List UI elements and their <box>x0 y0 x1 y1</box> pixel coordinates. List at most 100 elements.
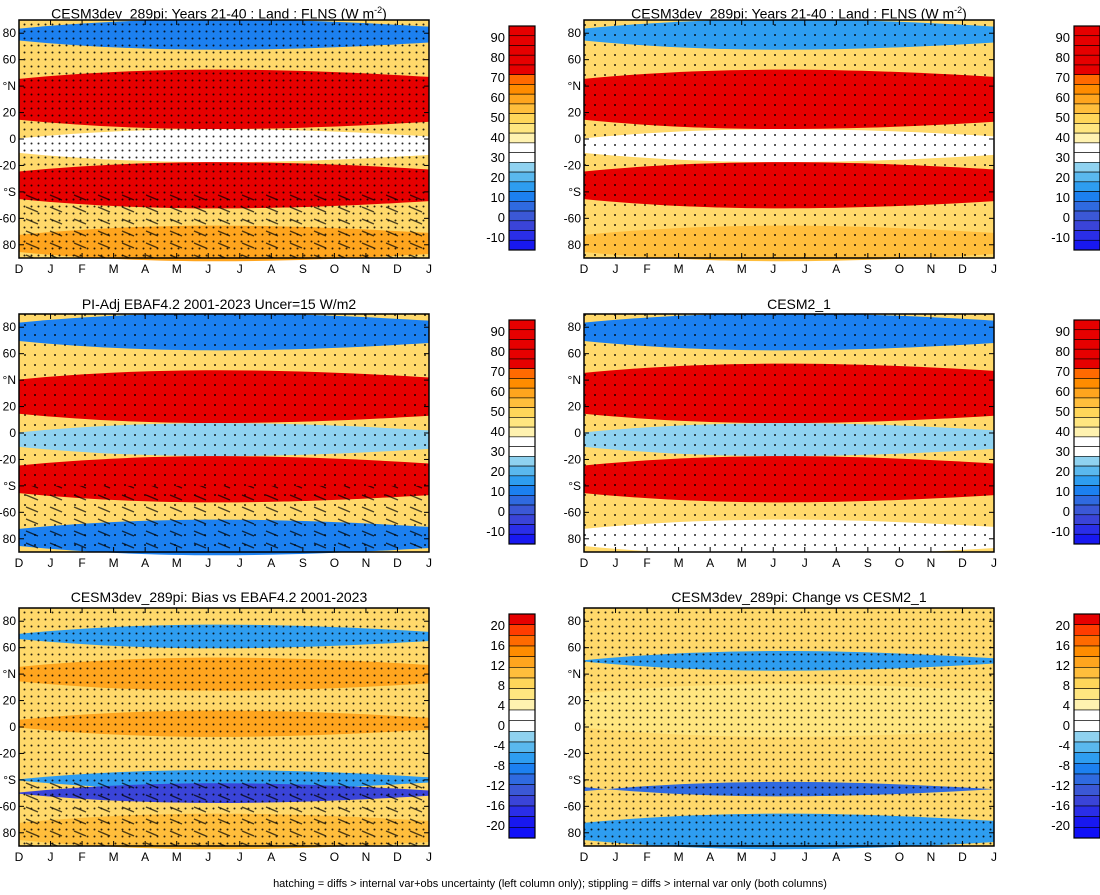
x-tick-label: S <box>864 850 872 864</box>
colorbar-cell <box>508 239 536 251</box>
colorbar-cell <box>508 74 536 85</box>
colorbar-label: 60 <box>1056 90 1070 105</box>
x-tick-label: J <box>426 850 432 864</box>
colorbar-cell <box>1073 485 1100 496</box>
colorbar-cell <box>508 407 536 418</box>
colorbar-cell <box>508 795 536 807</box>
x-tick-label: J <box>770 262 776 276</box>
x-tick-label: F <box>643 850 650 864</box>
x-tick-label: J <box>770 556 776 570</box>
panel-5-title: CESM3dev_289pi: Bias vs EBAF4.2 2001-202… <box>4 589 434 605</box>
colorbar-cell <box>508 524 536 535</box>
stippling-overlay <box>584 20 994 258</box>
colorbar-cell <box>1073 533 1100 545</box>
x-tick-label: J <box>48 850 54 864</box>
y-tick-label: -20 <box>564 452 582 466</box>
colorbar-cell <box>508 171 536 183</box>
x-tick-label: J <box>991 556 997 570</box>
colorbar-4: 90 80 70 60 50 40 30 20 10 0 -10 <box>1051 319 1100 545</box>
colorbar-cell <box>508 827 536 839</box>
stippling-overlay <box>584 314 994 552</box>
colorbar-label: 0 <box>498 718 505 733</box>
colorbar-label: 80 <box>1056 344 1070 359</box>
y-tick-label: -60 <box>0 211 16 225</box>
colorbar-label: 40 <box>491 424 505 439</box>
figure-footer: hatching = diffs > internal var+obs unce… <box>273 878 827 890</box>
y-tick-label: °N <box>3 373 16 387</box>
y-tick-label: 20 <box>3 694 17 708</box>
y-tick-label: -60 <box>564 505 582 519</box>
x-tick-label: M <box>172 850 182 864</box>
x-tick-label: N <box>927 850 936 864</box>
colorbar-cell <box>1073 795 1100 807</box>
x-tick-label: N <box>362 262 371 276</box>
colorbar-cell <box>508 103 536 114</box>
colorbar-label: 10 <box>491 190 505 205</box>
colorbar-cell <box>508 397 536 408</box>
colorbar-cell <box>1073 805 1100 817</box>
colorbar-cell <box>1073 210 1100 222</box>
colorbar-cell <box>508 123 536 134</box>
colorbar-cell <box>508 358 536 369</box>
colorbar-cell <box>1073 152 1100 163</box>
colorbar-label: 40 <box>1056 130 1070 145</box>
colorbar-label: 0 <box>1063 210 1070 225</box>
y-tick-label: °N <box>568 79 581 93</box>
colorbar-label: 50 <box>491 110 505 125</box>
stippling-overlay <box>584 608 994 846</box>
colorbar-cell <box>1073 465 1100 477</box>
x-tick-label: N <box>927 262 936 276</box>
x-tick-label: D <box>580 262 589 276</box>
colorbar-cell <box>1073 84 1100 95</box>
colorbar-cell <box>1073 475 1100 486</box>
y-tick-label: 60 <box>568 641 582 655</box>
x-tick-label: M <box>674 556 684 570</box>
colorbar-cell <box>508 152 536 163</box>
colorbar-label: 70 <box>1056 70 1070 85</box>
x-tick-label: S <box>299 262 307 276</box>
colorbar-label: 70 <box>1056 364 1070 379</box>
x-tick-label: A <box>832 556 840 570</box>
colorbar-cell <box>1073 699 1100 711</box>
panel-2-title-text: CESM3dev_289pi: Years 21-40 : Land : FLN… <box>631 5 955 22</box>
colorbar-cell <box>1073 103 1100 114</box>
x-tick-label: J <box>237 556 243 570</box>
colorbar-frame <box>1073 613 1100 839</box>
x-tick-label: J <box>48 262 54 276</box>
colorbar-label: 30 <box>1056 150 1070 165</box>
y-tick-label: 80 <box>3 614 17 628</box>
panel-1-title: CESM3dev_289pi: Years 21-40 : Land : FLN… <box>4 2 434 22</box>
colorbar-label: -8 <box>493 758 505 773</box>
colorbar-label: 60 <box>491 90 505 105</box>
colorbar-label: -16 <box>486 798 505 813</box>
x-tick-label: A <box>267 556 275 570</box>
panel-2-title-sup: -2 <box>954 5 963 15</box>
x-tick-label: J <box>205 556 211 570</box>
colorbar-label: 70 <box>491 364 505 379</box>
x-tick-label: J <box>205 262 211 276</box>
colorbar-cell <box>1073 514 1100 525</box>
colorbar-cell <box>1073 688 1100 700</box>
colorbar-label: 4 <box>1063 698 1070 713</box>
colorbar-cell <box>1073 436 1100 447</box>
colorbar-cell <box>1073 64 1100 75</box>
x-tick-label: A <box>141 850 149 864</box>
colorbar-cell <box>508 84 536 95</box>
colorbar-label: 70 <box>491 70 505 85</box>
y-tick-label: 0 <box>574 720 581 734</box>
colorbar-label: -4 <box>1058 738 1070 753</box>
y-tick-label: 80 <box>568 238 582 252</box>
colorbar-cell <box>508 93 536 105</box>
x-tick-label: O <box>330 850 339 864</box>
colorbar-cell <box>508 475 536 486</box>
y-tick-label: 80 <box>568 826 582 840</box>
x-tick-label: M <box>109 556 119 570</box>
y-tick-label: 80 <box>3 320 17 334</box>
colorbar-cell <box>1073 624 1100 636</box>
colorbar-label: 20 <box>491 618 505 633</box>
colorbar-frame <box>1073 25 1100 251</box>
colorbar-cell <box>1073 339 1100 350</box>
colorbar-1: 90 80 70 60 50 40 30 20 10 0 -10 <box>486 25 536 251</box>
colorbar-label: 12 <box>1056 658 1070 673</box>
colorbar-cell <box>508 613 536 625</box>
